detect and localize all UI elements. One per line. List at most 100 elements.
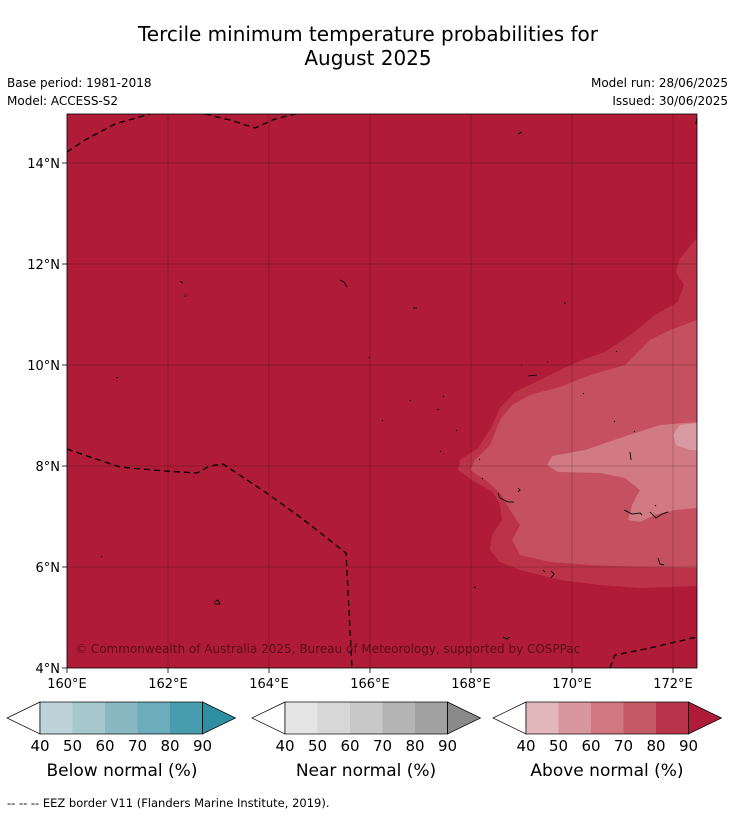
lat-tick-label: 12°N [27,258,60,273]
colorbar-max-extend [202,701,237,735]
island [615,350,618,353]
colorbar-tick-label: 50 [308,737,327,755]
chart-title: Tercile minimum temperature probabilitie… [0,22,736,70]
meta-right: Model run: 28/06/2025 Issued: 30/06/2025 [591,74,728,110]
colorbar-above-label: Above normal (%) [530,761,684,781]
graticule [67,114,697,668]
island [542,569,546,573]
colorbar-min-extend [251,701,286,735]
eez-borders [67,114,697,668]
island [179,280,184,284]
lon-tick-label: 164°E [249,677,289,692]
model-name: Model: ACCESS-S2 [7,94,119,108]
island [381,419,384,422]
map-frame [66,113,698,669]
colorbar-max-extend [447,701,482,735]
lat-tick-label: 14°N [27,157,60,172]
colorbar-segment [382,702,415,734]
probability-field [67,114,697,668]
colorbar-tick-label: 80 [405,737,424,755]
island [633,430,636,433]
colorbar-tick-label: 40 [275,737,294,755]
eez-border-northwest [67,114,151,153]
meta-left: Base period: 1981-2018 Model: ACCESS-S2 [7,74,152,110]
island [213,599,221,605]
colorbar-tick-label: 80 [646,737,665,755]
longitude-ticks: 160°E 162°E 164°E 166°E 168°E 170°E 172°E [47,668,693,692]
lat-tick-label: 4°N [36,662,61,677]
colorbar-tick-label: 60 [340,737,359,755]
island [339,279,348,288]
island [517,131,523,135]
island [649,511,669,519]
island [439,450,442,453]
colorbar-frame [525,701,689,735]
colorbar-segment [558,702,591,734]
colorbar-tick-label: 70 [614,737,633,755]
region-above-50-patch [673,423,697,450]
colorbar-tick-label: 80 [160,737,179,755]
island [100,555,103,558]
colorbar-segment [72,702,105,734]
island [409,399,412,402]
colorbar-tick-label: 90 [193,737,212,755]
island [184,293,187,298]
colorbar-tick-label: 50 [63,737,82,755]
eez-border-north [204,114,299,129]
colorbar-frame [39,701,203,735]
island [629,451,632,461]
island [442,395,445,398]
island [654,504,657,507]
lat-tick-label: 6°N [36,561,61,576]
issued-date: Issued: 30/06/2025 [612,94,728,108]
colorbar-1: 40 50 60 70 80 90 [251,701,482,755]
colorbar-segment [350,702,383,734]
island [582,392,585,395]
eez-border-south [609,636,697,668]
colorbar-segment [623,702,656,734]
lon-tick-label: 172°E [653,677,693,692]
island [502,636,511,640]
island [455,429,458,432]
island [623,509,643,516]
base-period: Base period: 1981-2018 [7,76,152,90]
colorbar-segment [170,702,203,734]
island [497,492,514,503]
lon-tick-label: 170°E [552,677,592,692]
title-line-1: Tercile minimum temperature probabilitie… [137,22,599,46]
islands [100,131,669,640]
colorbar-2: 40 50 60 70 80 90 [492,701,723,755]
colorbar-max-extend [688,701,723,735]
lat-tick-label: 10°N [27,359,60,374]
colorbar-tick-label: 40 [516,737,535,755]
colorbar-0: 40 50 60 70 80 90 [6,701,237,755]
island [115,376,119,379]
colorbar-min-extend [6,701,41,735]
colorbar-segment [591,702,624,734]
island [481,477,484,480]
lon-tick-label: 166°E [350,677,390,692]
island [473,586,477,589]
island [613,420,616,423]
colorbar-segment [656,702,689,734]
colorbar-segment [526,702,559,734]
colorbar-tick-label: 60 [581,737,600,755]
model-run: Model run: 28/06/2025 [590,76,728,90]
colorbar-segment [415,702,448,734]
colorbar-near-label: Near normal (%) [295,761,437,781]
colorbar-tick-label: 70 [128,737,147,755]
colorbar-segment [285,702,318,734]
island [517,487,521,493]
island [436,408,440,411]
colorbar-tick-label: 60 [95,737,114,755]
island [527,374,538,377]
island [657,557,665,566]
island [478,458,481,461]
colorbar-segment [40,702,73,734]
colorbar-frame [284,701,448,735]
colorbar-tick-label: 40 [30,737,49,755]
lon-tick-label: 160°E [47,677,87,692]
copyright-text: © Commonwealth of Australia 2025, Bureau… [75,642,580,656]
lon-tick-label: 168°E [451,677,491,692]
